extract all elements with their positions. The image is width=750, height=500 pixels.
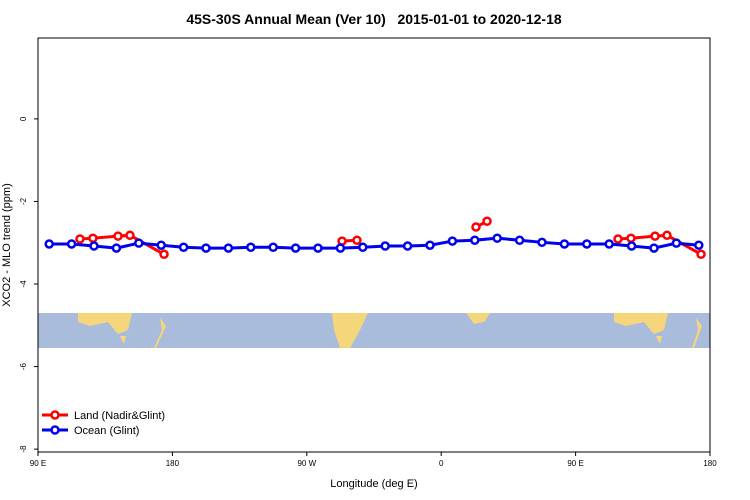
x-tick-label: 180 [166,459,180,468]
point [402,241,413,251]
point [159,249,169,260]
land-australia [78,313,132,334]
legend-marker [50,425,60,435]
point [650,231,660,241]
point [649,243,659,253]
point [470,235,480,246]
point [352,235,362,246]
point [88,233,98,243]
point [246,242,256,253]
point [447,236,458,246]
point [178,242,189,253]
ocean-band [38,313,710,348]
point [134,238,144,248]
series-line [49,236,699,250]
point [559,239,570,249]
legend-label: Land (Nadir&Glint) [74,410,165,422]
land-south-america [332,313,368,348]
series-line [79,219,702,256]
point [671,238,682,248]
point [626,233,636,243]
point [482,216,492,227]
map-band [38,313,710,348]
land-nz [154,318,166,348]
point [111,243,122,253]
point [492,233,502,243]
chart-title: 45S-30S Annual Mean (Ver 10) 2015-01-01 … [186,11,562,27]
point [471,222,481,232]
y-tick-label: -4 [19,280,28,288]
x-tick-label: 90 E [30,459,46,468]
land-nz [692,318,702,348]
point [268,242,278,253]
y-tick-label: -6 [19,362,28,370]
point [582,239,592,249]
point [156,240,166,250]
plot-frame [37,37,711,453]
point [514,235,525,246]
x-tick-label: 90 W [297,459,316,468]
point [89,241,99,251]
land-tasmania [120,336,126,344]
point [604,239,614,249]
point [113,231,123,241]
point [694,240,704,250]
legend-marker [50,410,60,420]
point [335,243,346,253]
y-tick-label: 0 [19,116,28,121]
point [313,243,323,253]
point [201,243,211,253]
point [425,240,435,250]
land-australia [614,313,668,334]
point [44,239,54,249]
x-tick-label: 0 [439,459,444,468]
point [75,234,85,244]
point [696,249,706,260]
point [358,242,368,253]
point [66,239,77,249]
point [662,230,672,241]
y-axis-label: XCO2 - MLO trend (ppm) [1,183,13,306]
point [626,241,637,251]
x-axis-label: Longitude (deg E) [330,478,417,490]
x-tick-label: 90 E [567,459,583,468]
point [380,241,390,251]
land-tasmania [656,336,662,344]
point [290,243,301,253]
y-tick-label: -8 [19,445,28,453]
point [125,230,135,241]
point [223,243,234,253]
point [613,234,623,244]
land-africa [466,313,490,324]
point [537,237,547,248]
x-tick-label: 180 [703,459,717,468]
legend-label: Ocean (Glint) [74,425,139,437]
y-tick-label: -2 [19,197,28,205]
